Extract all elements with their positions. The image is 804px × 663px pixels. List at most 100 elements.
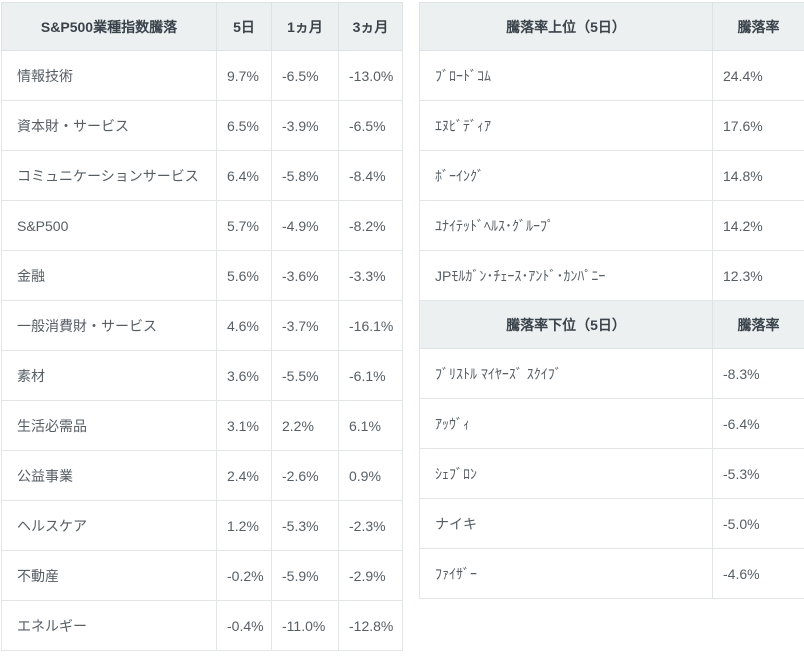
table-row: コミュニケーションサービス 6.4% -5.8% -8.4% [1,150,403,201]
change-rate: 14.8% [712,150,804,201]
value-1month: -3.6% [271,250,339,301]
sector-name: 一般消費財・サービス [1,300,217,351]
sector-name: S&P500 [1,200,217,251]
value-3month: -6.1% [338,350,403,401]
table-row: ヘルスケア 1.2% -5.3% -2.3% [1,500,403,551]
value-3month: -16.1% [338,300,403,351]
value-5day: -0.2% [216,550,272,601]
table-row: S&P500 5.7% -4.9% -8.2% [1,200,403,251]
value-1month: -3.7% [271,300,339,351]
table-row: 不動産 -0.2% -5.9% -2.9% [1,550,403,601]
table-row: 資本財・サービス 6.5% -3.9% -6.5% [1,100,403,151]
sector-name: 不動産 [1,550,217,601]
gainers-rate-column-header: 騰落率 [712,2,804,51]
value-3month: -12.8% [338,600,403,651]
gainers-table-title: 騰落率上位（5日） [419,2,713,51]
losers-table-title: 騰落率下位（5日） [419,300,713,349]
change-rate: 14.2% [712,200,804,251]
value-3month: -2.3% [338,500,403,551]
company-name: JPﾓﾙｶﾞﾝ･ﾁｪｰｽ･ｱﾝﾄﾞ･ｶﾝﾊﾟﾆｰ [419,250,713,301]
table-row: ｴﾇﾋﾞﾃﾞｨｱ 17.6% [419,100,804,151]
sector-name: 生活必需品 [1,400,217,451]
losers-header-row: 騰落率下位（5日） 騰落率 [419,300,804,349]
table-row: ナイキ -5.0% [419,498,804,549]
value-5day: 3.1% [216,400,272,451]
column-header-5day: 5日 [216,2,272,51]
sector-table-header-row: S&P500業種指数騰落 5日 1ヵ月 3ヵ月 [1,2,403,51]
company-name: ﾌﾞﾘｽﾄﾙ ﾏｲﾔｰｽﾞ ｽｸｲﾌﾞ [419,348,713,399]
losers-rate-column-header: 騰落率 [712,300,804,349]
value-5day: 1.2% [216,500,272,551]
change-rate: -4.6% [712,548,804,599]
value-3month: -6.5% [338,100,403,151]
value-5day: 5.6% [216,250,272,301]
value-3month: -13.0% [338,50,403,101]
change-rate: -5.0% [712,498,804,549]
table-row: ﾕﾅｲﾃｯﾄﾞﾍﾙｽ･ｸﾞﾙｰﾌﾟ 14.2% [419,200,804,251]
value-5day: -0.4% [216,600,272,651]
table-row: JPﾓﾙｶﾞﾝ･ﾁｪｰｽ･ｱﾝﾄﾞ･ｶﾝﾊﾟﾆｰ 12.3% [419,250,804,301]
value-1month: 2.2% [271,400,339,451]
sector-table-title: S&P500業種指数騰落 [1,2,217,51]
company-name: ｱｯｳﾞｨ [419,398,713,449]
table-row: 素材 3.6% -5.5% -6.1% [1,350,403,401]
value-1month: -5.8% [271,150,339,201]
value-3month: 0.9% [338,450,403,501]
value-5day: 5.7% [216,200,272,251]
value-5day: 9.7% [216,50,272,101]
value-1month: -2.6% [271,450,339,501]
value-3month: -2.9% [338,550,403,601]
table-row: 情報技術 9.7% -6.5% -13.0% [1,50,403,101]
value-5day: 6.4% [216,150,272,201]
sector-name: 情報技術 [1,50,217,101]
value-5day: 3.6% [216,350,272,401]
table-row: ﾌｧｲｻﾞｰ -4.6% [419,548,804,599]
company-name: ﾕﾅｲﾃｯﾄﾞﾍﾙｽ･ｸﾞﾙｰﾌﾟ [419,200,713,251]
value-3month: -8.4% [338,150,403,201]
column-header-3month: 3ヵ月 [338,2,403,51]
table-row: ﾎﾞｰｲﾝｸﾞ 14.8% [419,150,804,201]
table-row: エネルギー -0.4% -11.0% -12.8% [1,600,403,651]
value-3month: 6.1% [338,400,403,451]
company-name: ﾌｧｲｻﾞｰ [419,548,713,599]
table-row: ｱｯｳﾞｨ -6.4% [419,398,804,449]
value-5day: 4.6% [216,300,272,351]
sector-name: 素材 [1,350,217,401]
column-header-1month: 1ヵ月 [271,2,339,51]
table-row: 金融 5.6% -3.6% -3.3% [1,250,403,301]
change-rate: -6.4% [712,398,804,449]
company-name: ナイキ [419,498,713,549]
sector-name: コミュニケーションサービス [1,150,217,201]
value-3month: -8.2% [338,200,403,251]
value-1month: -11.0% [271,600,339,651]
sector-name: 金融 [1,250,217,301]
table-row: ﾌﾞﾛｰﾄﾞｺﾑ 24.4% [419,50,804,101]
value-5day: 2.4% [216,450,272,501]
company-name: ﾌﾞﾛｰﾄﾞｺﾑ [419,50,713,101]
change-rate: 24.4% [712,50,804,101]
value-1month: -4.9% [271,200,339,251]
value-1month: -5.5% [271,350,339,401]
table-row: 公益事業 2.4% -2.6% 0.9% [1,450,403,501]
sector-name: ヘルスケア [1,500,217,551]
company-name: ｴﾇﾋﾞﾃﾞｨｱ [419,100,713,151]
movers-table: 騰落率上位（5日） 騰落率 ﾌﾞﾛｰﾄﾞｺﾑ 24.4% ｴﾇﾋﾞﾃﾞｨｱ 17.6… [419,2,804,599]
company-name: ｼｪﾌﾞﾛﾝ [419,448,713,499]
table-row: 生活必需品 3.1% 2.2% 6.1% [1,400,403,451]
change-rate: -5.3% [712,448,804,499]
table-row: ﾌﾞﾘｽﾄﾙ ﾏｲﾔｰｽﾞ ｽｸｲﾌﾞ -8.3% [419,348,804,399]
value-1month: -3.9% [271,100,339,151]
value-1month: -5.3% [271,500,339,551]
gainers-header-row: 騰落率上位（5日） 騰落率 [419,2,804,51]
value-5day: 6.5% [216,100,272,151]
change-rate: 12.3% [712,250,804,301]
table-row: ｼｪﾌﾞﾛﾝ -5.3% [419,448,804,499]
company-name: ﾎﾞｰｲﾝｸﾞ [419,150,713,201]
sector-performance-table: S&P500業種指数騰落 5日 1ヵ月 3ヵ月 情報技術 9.7% -6.5% -13… [1,2,403,651]
sector-name: エネルギー [1,600,217,651]
value-3month: -3.3% [338,250,403,301]
table-row: 一般消費財・サービス 4.6% -3.7% -16.1% [1,300,403,351]
value-1month: -5.9% [271,550,339,601]
value-1month: -6.5% [271,50,339,101]
